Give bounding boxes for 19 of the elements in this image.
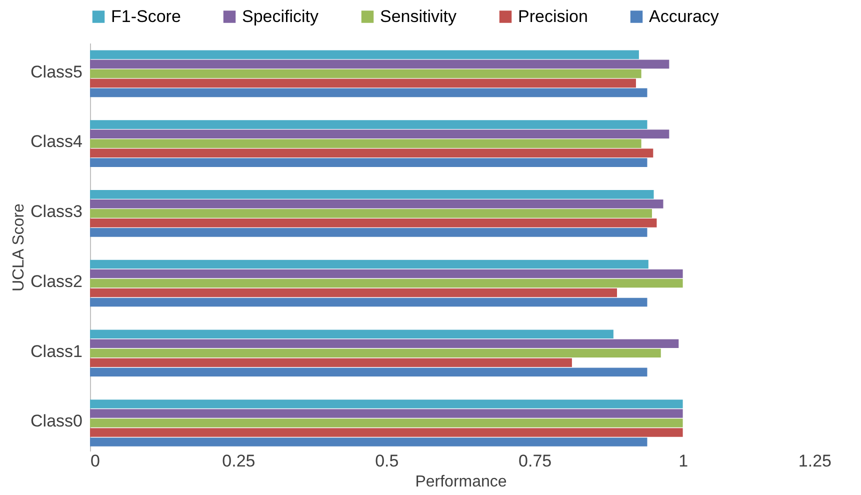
- y-tick-label: Class4: [30, 132, 82, 152]
- y-axis-title: UCLA Score: [10, 203, 28, 292]
- y-tick-label: Class2: [30, 272, 82, 291]
- y-tick-label: Class3: [30, 202, 82, 222]
- legend-label: Accuracy: [649, 6, 720, 26]
- legend-label: F1-Score: [111, 6, 181, 26]
- x-tick-label: 0: [90, 452, 100, 470]
- legend-label: Specificity: [242, 6, 320, 26]
- y-tick-label: Class5: [30, 62, 82, 82]
- legend-label: Sensitivity: [380, 6, 458, 26]
- x-tick-label: 0.5: [375, 452, 399, 470]
- x-tick-label: 1.25: [798, 452, 832, 470]
- y-tick-label: Class1: [30, 342, 82, 361]
- y-tick-label: Class0: [30, 412, 82, 431]
- legend-label: Precision: [518, 6, 588, 26]
- x-tick-label: 0.75: [518, 452, 552, 470]
- x-axis-title: Performance: [415, 474, 507, 490]
- x-tick-label: 1: [678, 452, 688, 470]
- x-tick-label: 0.25: [222, 452, 256, 470]
